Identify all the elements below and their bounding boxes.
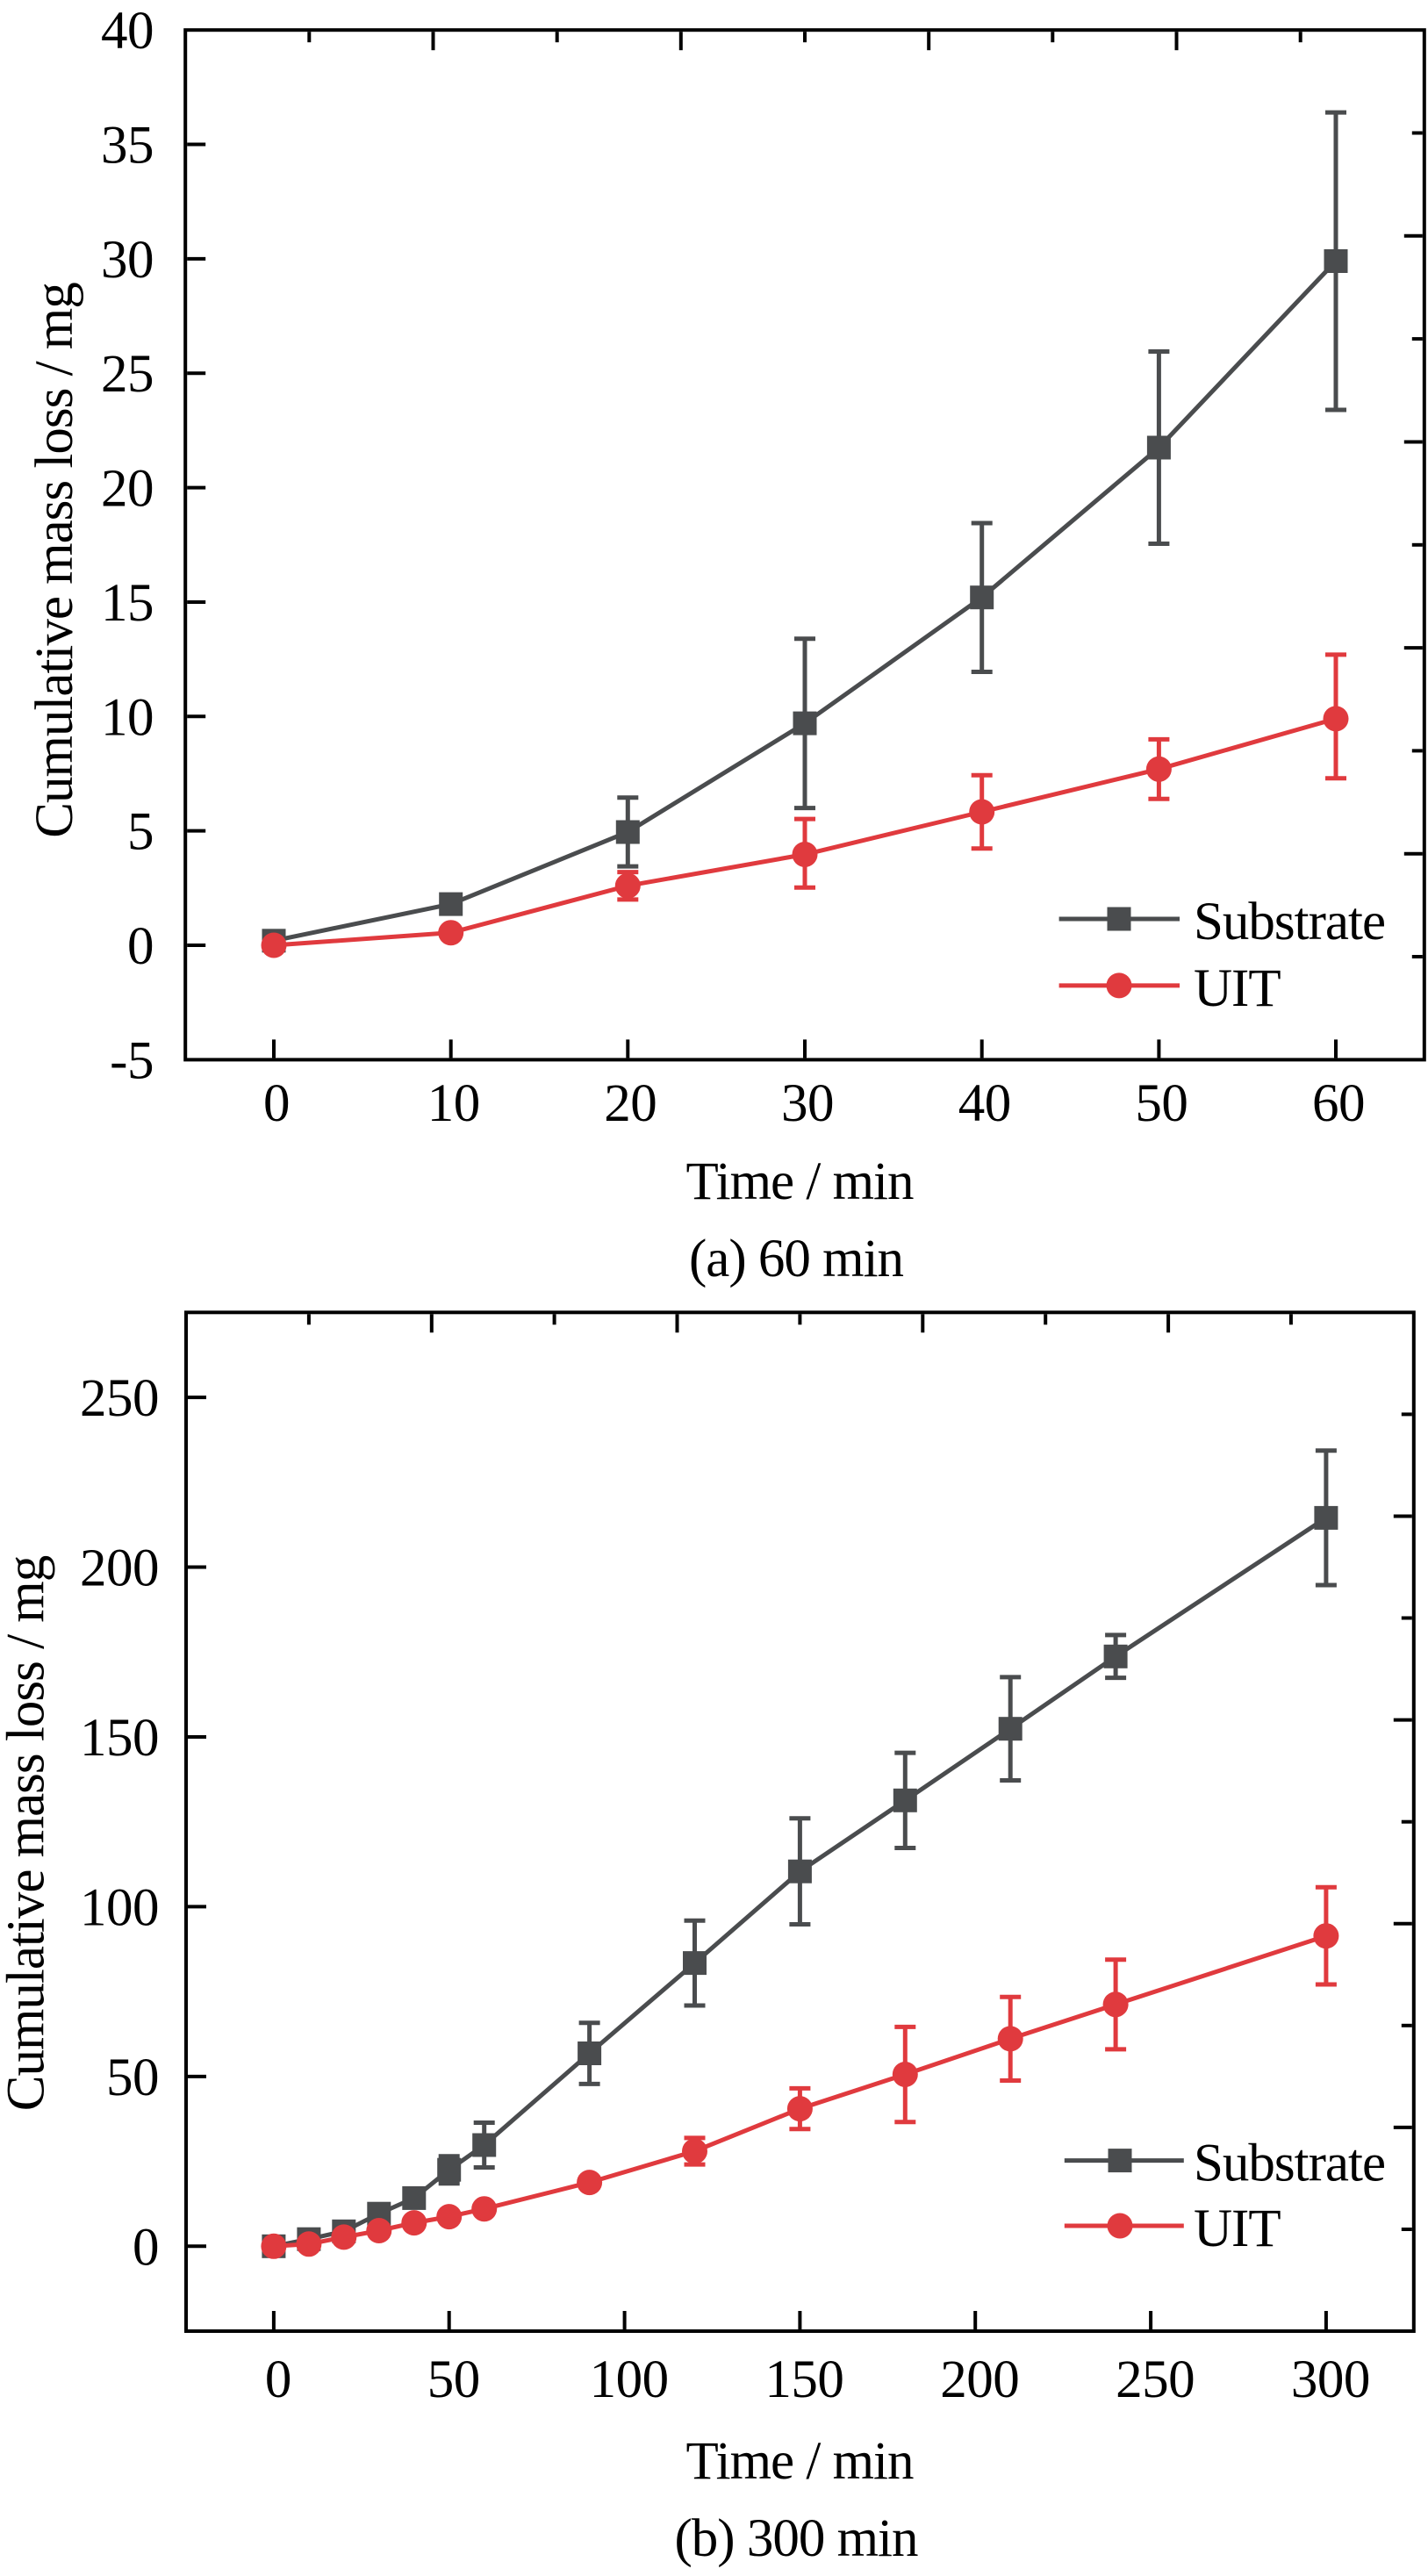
svg-text:Substrate: Substrate	[1194, 2135, 1385, 2193]
svg-text:20: 20	[604, 1074, 657, 1133]
svg-text:60: 60	[1312, 1074, 1365, 1133]
svg-text:150: 150	[80, 1709, 159, 1768]
svg-text:0: 0	[263, 1074, 290, 1133]
svg-text:50: 50	[106, 2049, 159, 2107]
svg-text:30: 30	[101, 231, 154, 290]
svg-text:30: 30	[781, 1074, 834, 1133]
svg-text:50: 50	[427, 2350, 480, 2409]
svg-text:150: 150	[764, 2350, 843, 2409]
svg-text:(a) 60 min: (a) 60 min	[689, 1230, 904, 1288]
svg-text:250: 250	[1116, 2350, 1195, 2409]
svg-text:Time / min: Time / min	[686, 1152, 914, 1211]
svg-text:250: 250	[80, 1369, 159, 1428]
svg-text:5: 5	[127, 803, 154, 862]
svg-text:(b) 300 min: (b) 300 min	[674, 2509, 918, 2568]
svg-text:10: 10	[427, 1074, 480, 1133]
svg-text:Time / min: Time / min	[686, 2432, 914, 2491]
svg-text:UIT: UIT	[1194, 959, 1281, 1018]
svg-text:-5: -5	[110, 1031, 154, 1090]
svg-text:200: 200	[80, 1539, 159, 1598]
svg-text:35: 35	[101, 117, 154, 176]
svg-text:50: 50	[1135, 1074, 1188, 1133]
svg-text:Substrate: Substrate	[1194, 893, 1385, 951]
svg-text:100: 100	[80, 1878, 159, 1937]
svg-text:100: 100	[590, 2350, 669, 2409]
svg-text:0: 0	[265, 2350, 291, 2409]
svg-text:0: 0	[127, 917, 154, 976]
svg-text:40: 40	[958, 1074, 1011, 1133]
svg-text:200: 200	[940, 2350, 1019, 2409]
svg-text:UIT: UIT	[1194, 2199, 1281, 2258]
svg-text:40: 40	[101, 2, 154, 61]
svg-text:25: 25	[101, 345, 154, 404]
svg-text:300: 300	[1291, 2350, 1370, 2409]
svg-text:Cumulative mass loss / mg: Cumulative mass loss / mg	[0, 1555, 56, 2111]
svg-text:10: 10	[101, 688, 154, 747]
svg-text:15: 15	[101, 574, 154, 633]
svg-text:0: 0	[133, 2218, 159, 2277]
svg-text:20: 20	[101, 460, 154, 519]
svg-text:Cumulative mass loss / mg: Cumulative mass loss / mg	[25, 283, 84, 838]
